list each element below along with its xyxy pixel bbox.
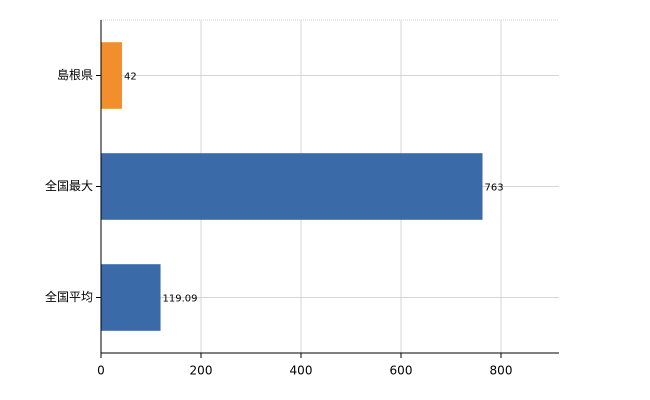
value-label: 42 — [124, 72, 137, 83]
x-tick-label: 800 — [490, 364, 513, 378]
bar — [101, 153, 483, 220]
y-tick-label: 全国平均 — [45, 289, 93, 304]
y-tick-label: 島根県 — [57, 67, 93, 82]
x-tick-label: 200 — [190, 364, 213, 378]
bar — [101, 42, 122, 109]
x-tick-label: 0 — [97, 364, 105, 378]
bar — [101, 264, 161, 331]
y-tick-label: 全国最大 — [45, 178, 93, 193]
value-label: 119.09 — [163, 294, 198, 305]
x-tick-label: 600 — [390, 364, 413, 378]
x-tick-label: 400 — [290, 364, 313, 378]
value-label: 763 — [485, 183, 504, 194]
